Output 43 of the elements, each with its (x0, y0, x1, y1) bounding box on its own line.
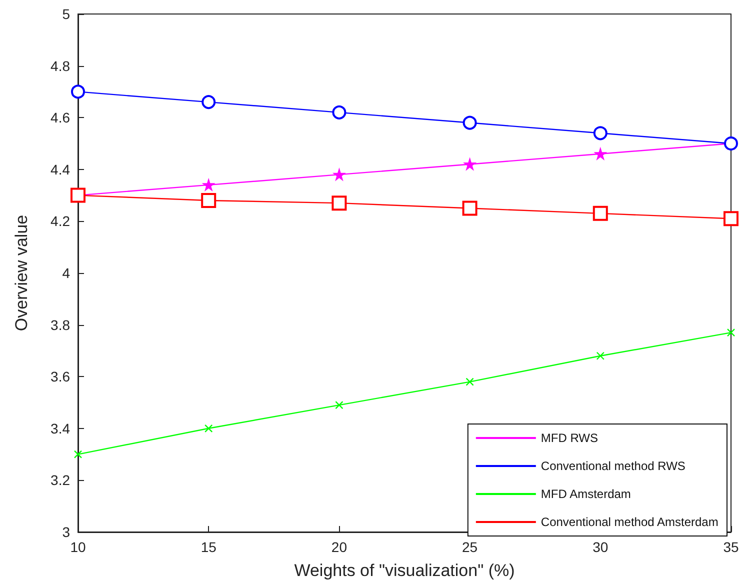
x-axis-title: Weights of "visualization" (%) (294, 561, 515, 580)
point (594, 148, 606, 160)
y-tick-label: 3.8 (50, 316, 70, 333)
point (74, 450, 82, 458)
x-tick-label: 20 (331, 539, 348, 555)
y-tick-label: 4 (62, 265, 70, 281)
point (71, 84, 85, 99)
point (593, 126, 608, 140)
point (592, 206, 608, 221)
point (332, 105, 346, 120)
y-tick-label: 4.6 (50, 110, 70, 126)
legend-label: Conventional method Amsterdam (540, 515, 718, 529)
y-tick-label: 4.2 (50, 213, 70, 230)
x-tick-label: 30 (592, 539, 608, 555)
y-tick-label: 4.8 (50, 58, 70, 74)
legend-label: Conventional method RWS (540, 459, 686, 473)
point (724, 211, 738, 226)
point (202, 95, 216, 110)
x-tick-label: 35 (723, 539, 739, 555)
y-tick-label: 3.6 (50, 368, 70, 385)
legend-label: MFD RWS (540, 431, 598, 445)
point (596, 352, 604, 360)
y-tick-label: 3.4 (50, 420, 70, 436)
point (462, 200, 478, 216)
y-axis-title: Overview value (12, 214, 31, 332)
legend-label: MFD Amsterdam (540, 487, 631, 501)
point (203, 179, 214, 191)
point (201, 192, 216, 208)
point (466, 378, 474, 386)
x-tick-label: 15 (200, 539, 217, 555)
point (332, 196, 347, 211)
y-tick-label: 5 (62, 6, 70, 22)
point (462, 116, 477, 130)
y-tick-label: 3.2 (50, 472, 70, 488)
point (334, 168, 345, 180)
x-tick-label: 10 (70, 539, 86, 555)
y-tick-label: 4.4 (50, 161, 70, 178)
point (726, 328, 736, 337)
point (204, 424, 213, 432)
point (464, 158, 476, 170)
y-tick-label: 3 (62, 524, 70, 540)
point (335, 400, 344, 410)
x-tick-label: 25 (462, 539, 478, 555)
